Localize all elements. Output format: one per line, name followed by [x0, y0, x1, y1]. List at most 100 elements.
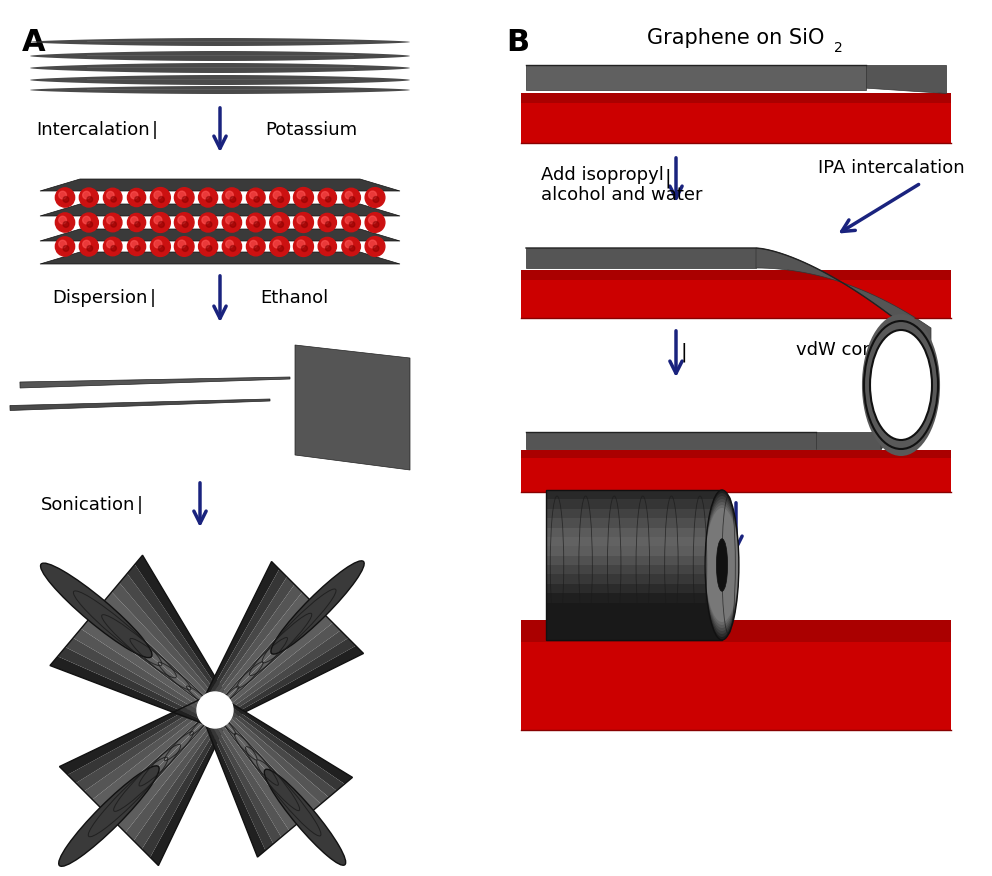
Circle shape — [202, 216, 209, 224]
Circle shape — [278, 196, 284, 202]
Polygon shape — [881, 382, 921, 449]
Polygon shape — [546, 509, 722, 518]
Circle shape — [222, 187, 241, 207]
Circle shape — [278, 222, 284, 228]
Circle shape — [225, 216, 233, 224]
Circle shape — [63, 196, 68, 202]
Polygon shape — [20, 377, 290, 388]
Circle shape — [154, 240, 162, 248]
Polygon shape — [30, 86, 410, 94]
Polygon shape — [135, 555, 226, 698]
Polygon shape — [816, 432, 881, 449]
Circle shape — [159, 222, 165, 228]
Circle shape — [321, 192, 328, 199]
Polygon shape — [30, 38, 410, 46]
Circle shape — [87, 222, 92, 227]
Circle shape — [103, 237, 122, 256]
Polygon shape — [50, 656, 205, 724]
Circle shape — [59, 240, 66, 248]
Ellipse shape — [870, 330, 932, 440]
Ellipse shape — [705, 496, 739, 634]
Ellipse shape — [716, 539, 727, 591]
Circle shape — [294, 187, 313, 208]
Polygon shape — [209, 713, 289, 837]
Circle shape — [318, 188, 336, 207]
Polygon shape — [526, 432, 816, 449]
Text: B: B — [506, 28, 529, 57]
Circle shape — [56, 187, 74, 207]
Polygon shape — [546, 499, 722, 509]
Text: Ethanol: Ethanol — [260, 289, 328, 307]
Circle shape — [135, 245, 140, 251]
Circle shape — [294, 213, 313, 232]
Polygon shape — [217, 615, 333, 714]
Polygon shape — [521, 93, 951, 143]
Circle shape — [183, 196, 188, 202]
Polygon shape — [203, 562, 279, 701]
Polygon shape — [207, 715, 282, 844]
Polygon shape — [112, 583, 221, 705]
Polygon shape — [96, 601, 217, 710]
Polygon shape — [109, 710, 217, 824]
Polygon shape — [521, 620, 951, 642]
Circle shape — [369, 240, 377, 248]
Polygon shape — [92, 706, 213, 808]
Circle shape — [225, 240, 233, 248]
Circle shape — [127, 237, 146, 256]
Polygon shape — [88, 611, 215, 712]
Polygon shape — [221, 703, 336, 797]
Circle shape — [63, 222, 68, 227]
Polygon shape — [521, 270, 951, 279]
Polygon shape — [80, 619, 213, 715]
Text: Potassium: Potassium — [265, 121, 357, 139]
Ellipse shape — [869, 326, 933, 444]
Circle shape — [225, 191, 233, 199]
Polygon shape — [119, 574, 223, 703]
Circle shape — [345, 241, 352, 248]
Polygon shape — [546, 518, 722, 527]
Polygon shape — [521, 620, 951, 730]
Circle shape — [342, 188, 360, 207]
Polygon shape — [40, 179, 400, 191]
Polygon shape — [546, 555, 722, 565]
Polygon shape — [104, 592, 219, 708]
Polygon shape — [521, 93, 951, 103]
Circle shape — [302, 196, 308, 202]
Circle shape — [159, 245, 165, 251]
Polygon shape — [40, 204, 400, 216]
Circle shape — [270, 237, 290, 257]
Circle shape — [59, 216, 66, 224]
Text: A: A — [22, 28, 46, 57]
Ellipse shape — [705, 502, 739, 628]
Polygon shape — [526, 65, 866, 90]
Circle shape — [111, 245, 116, 251]
Circle shape — [230, 222, 236, 227]
Circle shape — [270, 187, 290, 208]
Circle shape — [175, 187, 194, 208]
Circle shape — [127, 214, 146, 231]
Circle shape — [79, 213, 98, 232]
Polygon shape — [213, 710, 305, 824]
Circle shape — [175, 237, 194, 257]
Polygon shape — [40, 252, 400, 264]
Polygon shape — [222, 638, 356, 719]
Circle shape — [342, 213, 360, 232]
Circle shape — [178, 240, 186, 248]
Text: Sonication: Sonication — [41, 496, 135, 514]
Polygon shape — [30, 51, 410, 61]
Circle shape — [131, 216, 138, 224]
Polygon shape — [546, 631, 722, 640]
Circle shape — [294, 237, 313, 257]
Circle shape — [183, 222, 188, 228]
Circle shape — [297, 240, 305, 248]
Circle shape — [230, 245, 236, 251]
Circle shape — [111, 222, 116, 227]
Ellipse shape — [863, 316, 939, 454]
Circle shape — [87, 196, 92, 202]
Circle shape — [254, 196, 260, 202]
Circle shape — [222, 237, 241, 256]
Text: Intercalation: Intercalation — [37, 121, 150, 139]
Circle shape — [273, 216, 281, 224]
Circle shape — [56, 237, 74, 256]
Circle shape — [373, 222, 379, 228]
